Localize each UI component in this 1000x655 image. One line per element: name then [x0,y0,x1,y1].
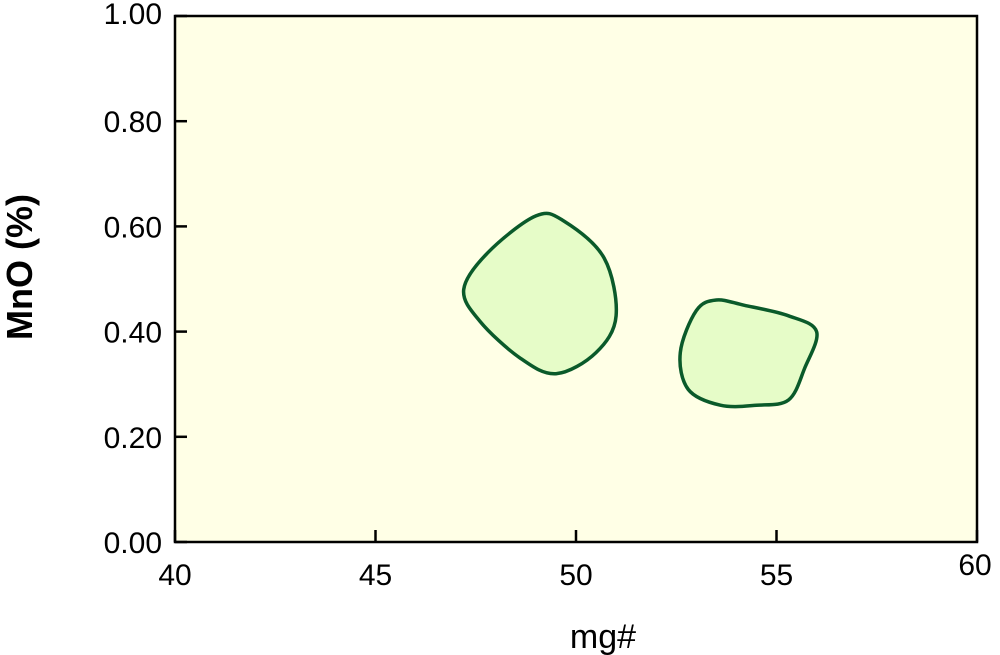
x-axis-label: mg# [570,618,636,655]
y-axis: 0.00 0.20 0.40 0.60 0.80 1.00 [104,0,187,560]
y-tick-label: 0.00 [104,527,162,560]
region-2 [678,298,819,409]
x-tick-label: 50 [559,559,592,592]
x-tick-label: 40 [158,559,191,592]
y-tick-label: 0.20 [104,422,162,455]
x-axis: 40 45 50 55 60 [158,530,992,592]
regions [461,211,819,409]
y-axis-label: MnO (%) [0,194,40,340]
y-tick-label: 1.00 [104,0,162,31]
region-1 [461,211,619,376]
x-tick-label: 55 [760,559,793,592]
x-tick-label: 45 [359,559,392,592]
y-tick-label: 0.80 [104,106,162,139]
y-tick-label: 0.40 [104,317,162,350]
y-tick-label: 0.60 [104,211,162,244]
x-tick-label: 60 [958,549,991,582]
